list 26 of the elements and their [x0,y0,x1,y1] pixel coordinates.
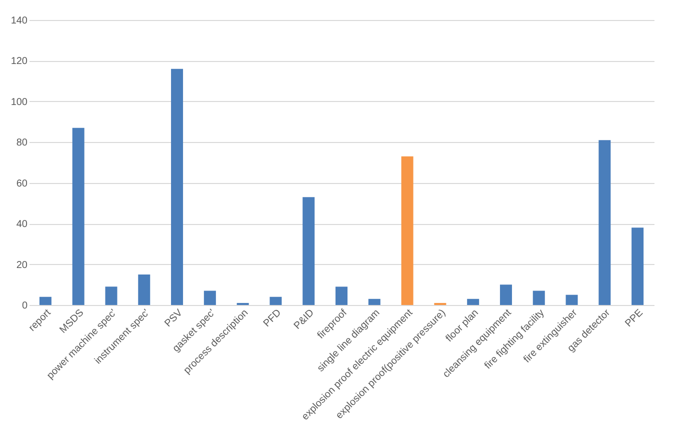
bar [138,274,150,305]
bar [105,286,118,305]
bar [270,296,282,305]
bar [204,290,216,305]
y-tick-label: 80 [16,138,28,149]
bar [401,156,414,305]
bar [632,228,644,305]
y-tick-label: 0 [22,300,28,312]
bar [532,290,545,305]
y-tick-label: 60 [16,178,28,190]
bar [336,286,348,305]
bar [368,298,380,305]
bar [467,298,480,305]
y-tick-label: 20 [16,260,28,271]
y-tick-label: 40 [16,219,28,230]
bar [566,294,578,305]
bar [39,296,52,305]
bar [171,68,184,305]
bar [598,140,611,305]
bar [302,197,315,305]
y-tick-label: 120 [10,56,28,68]
y-tick-label: 100 [10,96,28,108]
y-tick-label: 140 [10,16,28,26]
x-tick-label: PFD [262,308,284,330]
bar [500,284,512,305]
bar [72,128,84,305]
